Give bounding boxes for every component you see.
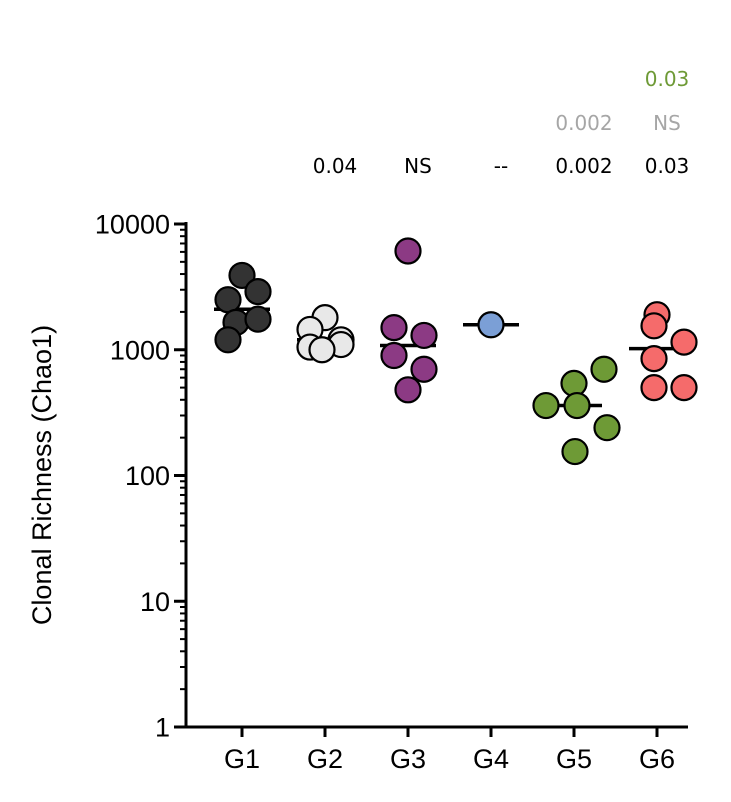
data-point-g5 bbox=[560, 369, 588, 398]
x-tick-label: G5 bbox=[556, 744, 592, 774]
data-point-g1 bbox=[244, 305, 272, 333]
y-axis: Clonal Richness (Chao1) 1 10 100 1000 10000 bbox=[27, 210, 188, 743]
data-point-g3 bbox=[410, 355, 438, 383]
data-point-g4 bbox=[477, 311, 505, 339]
y-tick-label: 1000 bbox=[110, 335, 170, 365]
y-tick-label: 1 bbox=[155, 713, 170, 743]
data-point-g1 bbox=[244, 278, 272, 306]
p-value-label: NS bbox=[404, 154, 432, 178]
data-point-g3 bbox=[394, 237, 422, 265]
x-tick-label: G6 bbox=[639, 744, 675, 774]
data-point-g6 bbox=[640, 374, 668, 402]
y-tick-label: 100 bbox=[125, 461, 170, 491]
data-points bbox=[214, 237, 698, 466]
data-point-g5 bbox=[561, 437, 589, 466]
p-value-label: 0.03 bbox=[645, 154, 690, 178]
p-value-label: NS bbox=[653, 111, 681, 135]
data-point-g5 bbox=[590, 355, 618, 383]
data-point-g5 bbox=[532, 391, 560, 420]
data-point-g2 bbox=[308, 336, 336, 364]
data-point-g6 bbox=[640, 312, 668, 340]
x-axis: G1 G2 G3 G4 G5 G6 bbox=[184, 725, 688, 774]
y-tick-label: 10000 bbox=[95, 210, 170, 240]
p-value-label: -- bbox=[494, 154, 508, 178]
data-point-g6 bbox=[640, 345, 668, 373]
p-value-label: 0.03 bbox=[645, 67, 690, 91]
p-value-annotations: 0.03 0.002 NS 0.04 NS -- 0.002 0.03 bbox=[313, 67, 690, 178]
data-point-g3 bbox=[394, 376, 422, 404]
data-point-g3 bbox=[410, 321, 438, 350]
data-point-g1 bbox=[228, 261, 256, 290]
x-tick-label: G4 bbox=[473, 744, 509, 774]
p-value-label: 0.002 bbox=[555, 111, 612, 135]
median-lines bbox=[214, 307, 685, 408]
x-tick-label: G1 bbox=[224, 744, 260, 774]
p-value-label: 0.04 bbox=[313, 154, 358, 178]
data-point-g6 bbox=[670, 374, 698, 402]
y-tick-label: 10 bbox=[140, 587, 170, 617]
data-point-g3 bbox=[380, 341, 408, 370]
data-point-g5 bbox=[593, 414, 621, 442]
data-point-g3 bbox=[380, 314, 408, 342]
x-tick-label: G2 bbox=[307, 744, 343, 774]
data-point-g1 bbox=[214, 326, 242, 354]
p-value-label: 0.002 bbox=[555, 154, 612, 178]
data-point-g5 bbox=[563, 391, 591, 420]
y-axis-title: Clonal Richness (Chao1) bbox=[27, 325, 57, 625]
data-point-g6 bbox=[670, 328, 698, 356]
data-point-g1 bbox=[214, 286, 242, 314]
x-tick-label: G3 bbox=[390, 744, 426, 774]
